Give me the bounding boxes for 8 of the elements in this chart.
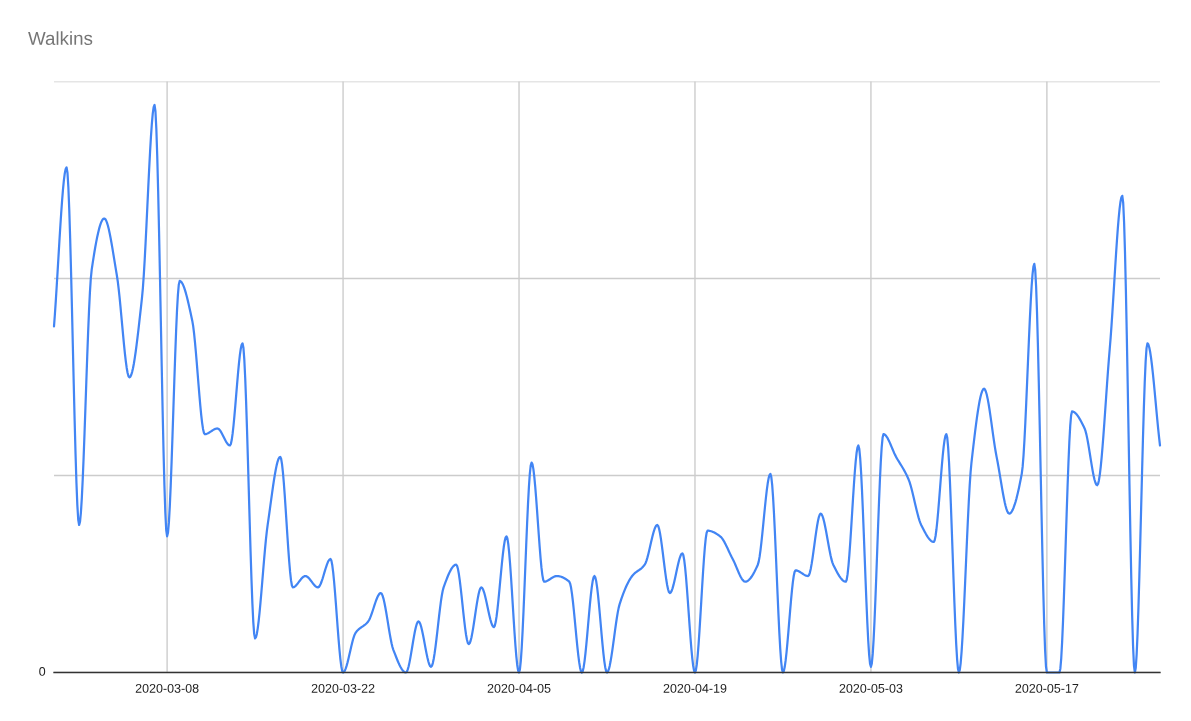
chart-title: Walkins [28,31,93,46]
x-tick-label: 2020-05-03 [839,683,903,693]
x-tick-label: 2020-03-22 [311,683,375,693]
x-tick-label: 2020-04-05 [487,683,551,693]
x-tick-label: 2020-03-08 [135,683,199,693]
x-tick-label: 2020-04-19 [663,683,727,693]
x-tick-label: 2020-05-17 [1015,683,1079,693]
text: 0 [39,667,46,676]
